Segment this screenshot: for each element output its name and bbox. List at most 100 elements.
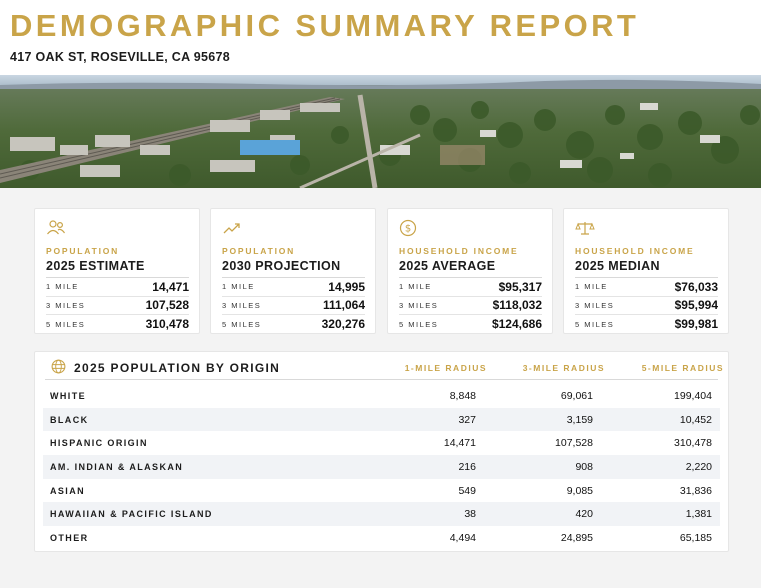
table-row: WHITE 8,848 69,061 199,404 <box>43 384 720 408</box>
summary-cards: POPULATION 2025 ESTIMATE 1 MILE 14,471 3 … <box>34 208 729 334</box>
card-label: HOUSEHOLD INCOME <box>575 246 695 256</box>
report-title: DEMOGRAPHIC SUMMARY REPORT <box>10 8 640 43</box>
row-label: 1 MILE <box>575 282 608 292</box>
row-value: 310,478 <box>145 317 189 332</box>
card-row: 3 MILES $95,994 <box>575 297 718 315</box>
table-cell: 107,528 <box>555 437 593 450</box>
origin-table-header: 2025 POPULATION BY ORIGIN 1-MILE RADIUS … <box>45 352 723 380</box>
card-title: 2025 ESTIMATE <box>46 259 189 278</box>
card-population-estimate: POPULATION 2025 ESTIMATE 1 MILE 14,471 3 … <box>34 208 200 334</box>
card-row: 5 MILES 320,276 <box>222 315 365 334</box>
card-row: 1 MILE $76,033 <box>575 278 718 297</box>
table-cell: 1,381 <box>685 508 712 521</box>
row-value: $99,981 <box>674 317 718 332</box>
table-cell: 4,494 <box>449 532 476 545</box>
origin-table-title: 2025 POPULATION BY ORIGIN <box>74 361 281 375</box>
card-row: 3 MILES 107,528 <box>46 297 189 315</box>
row-label: WHITE <box>50 391 86 401</box>
card-label: POPULATION <box>222 246 296 256</box>
row-label: 3 MILES <box>575 300 615 310</box>
table-row: HISPANIC ORIGIN 14,471 107,528 310,478 <box>43 431 720 455</box>
card-row: 5 MILES $99,981 <box>575 315 718 334</box>
card-row: 5 MILES $124,686 <box>399 315 542 334</box>
row-value: $95,317 <box>498 279 542 294</box>
table-cell: 24,895 <box>560 532 593 545</box>
row-label: 1 MILE <box>46 282 79 292</box>
table-cell: 8,848 <box>449 390 476 402</box>
column-header: 3-MILE RADIUS <box>522 363 605 373</box>
row-value: $95,994 <box>674 298 718 313</box>
table-cell: 420 <box>575 508 593 521</box>
card-row: 1 MILE $95,317 <box>399 278 542 297</box>
origin-table: 2025 POPULATION BY ORIGIN 1-MILE RADIUS … <box>34 351 729 552</box>
card-title: 2025 MEDIAN <box>575 259 718 278</box>
row-label: 1 MILE <box>222 282 255 292</box>
card-row: 5 MILES 310,478 <box>46 315 189 334</box>
row-label: 3 MILES <box>399 300 439 310</box>
table-cell: 69,061 <box>560 390 593 402</box>
card-row: 1 MILE 14,471 <box>46 278 189 297</box>
people-icon <box>47 220 65 235</box>
card-label: HOUSEHOLD INCOME <box>399 246 519 256</box>
row-value: 14,995 <box>328 279 365 294</box>
table-cell: 65,185 <box>679 532 712 545</box>
table-cell: 199,404 <box>674 390 712 402</box>
row-label: 5 MILES <box>46 319 86 329</box>
card-population-projection: POPULATION 2030 PROJECTION 1 MILE 14,995 … <box>210 208 376 334</box>
card-title: 2030 PROJECTION <box>222 259 365 278</box>
card-row: 1 MILE 14,995 <box>222 278 365 297</box>
row-value: $76,033 <box>674 279 718 294</box>
origin-table-body: WHITE 8,848 69,061 199,404 BLACK 327 3,159 10,4… <box>35 384 728 550</box>
card-label: POPULATION <box>46 246 120 256</box>
card-income-median: HOUSEHOLD INCOME 2025 MEDIAN 1 MILE $76,0… <box>563 208 729 334</box>
table-row: ASIAN 549 9,085 31,836 <box>43 479 720 503</box>
table-cell: 908 <box>575 461 593 474</box>
row-label: 3 MILES <box>46 300 86 310</box>
row-label: ASIAN <box>50 485 86 496</box>
table-cell: 216 <box>458 461 476 474</box>
dollar-coin-icon: $ <box>399 219 417 237</box>
row-value: $118,032 <box>492 298 542 313</box>
table-cell: 310,478 <box>674 437 712 450</box>
table-row: HAWAIIAN & PACIFIC ISLAND 38 420 1,381 <box>43 502 720 527</box>
row-label: BLACK <box>50 414 89 425</box>
report-header: DEMOGRAPHIC SUMMARY REPORT 417 OAK ST, R… <box>0 0 761 75</box>
svg-text:$: $ <box>405 224 411 235</box>
row-label: 3 MILES <box>222 300 262 310</box>
aerial-photo <box>0 75 761 188</box>
row-label: 5 MILES <box>222 319 262 329</box>
table-cell: 327 <box>458 413 476 426</box>
table-cell: 31,836 <box>679 484 712 497</box>
card-row: 3 MILES 111,064 <box>222 297 365 315</box>
balance-scale-icon <box>575 222 595 235</box>
row-value: 320,276 <box>321 317 365 332</box>
row-value: $124,686 <box>491 317 542 332</box>
row-label: HAWAIIAN & PACIFIC ISLAND <box>50 509 213 520</box>
row-label: HISPANIC ORIGIN <box>50 438 148 449</box>
table-row: BLACK 327 3,159 10,452 <box>43 407 720 432</box>
row-label: 5 MILES <box>575 319 615 329</box>
row-value: 107,528 <box>145 298 189 313</box>
card-income-average: $ HOUSEHOLD INCOME 2025 AVERAGE 1 MILE $9… <box>387 208 553 334</box>
column-header: 1-MILE RADIUS <box>404 363 487 373</box>
row-value: 14,471 <box>152 279 189 294</box>
card-title: 2025 AVERAGE <box>399 259 542 278</box>
table-cell: 10,452 <box>679 413 712 426</box>
table-cell: 38 <box>464 508 476 521</box>
table-row: AM. INDIAN & ALASKAN 216 908 2,220 <box>43 455 720 479</box>
globe-icon <box>51 359 66 374</box>
trend-up-icon <box>223 223 240 234</box>
row-label: AM. INDIAN & ALASKAN <box>50 462 184 473</box>
property-address: 417 OAK ST, ROSEVILLE, CA 95678 <box>10 50 231 64</box>
row-label: 1 MILE <box>399 282 432 292</box>
table-row: OTHER 4,494 24,895 65,185 <box>43 526 720 550</box>
column-header: 5-MILE RADIUS <box>641 363 724 373</box>
table-cell: 2,220 <box>685 461 712 474</box>
table-cell: 14,471 <box>443 437 476 450</box>
row-label: OTHER <box>50 533 89 544</box>
table-cell: 9,085 <box>566 484 593 497</box>
card-row: 3 MILES $118,032 <box>399 297 542 315</box>
table-cell: 549 <box>458 484 476 497</box>
row-value: 111,064 <box>322 298 365 313</box>
